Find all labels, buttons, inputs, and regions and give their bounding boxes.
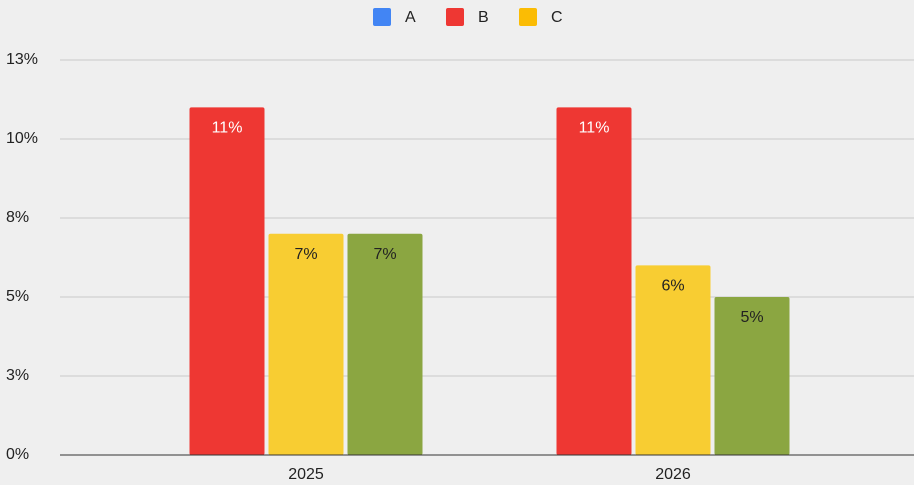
data-label: 11% <box>212 120 243 137</box>
data-label: 11% <box>579 120 610 137</box>
legend-swatch <box>373 8 391 26</box>
bar <box>556 107 632 456</box>
data-label: 5% <box>740 309 763 326</box>
data-label: 7% <box>373 246 396 263</box>
data-label: 7% <box>294 246 317 263</box>
data-label: 6% <box>661 278 684 295</box>
legend-swatch <box>446 8 464 26</box>
y-tick-label: 3% <box>6 367 29 384</box>
x-tick-label: 2026 <box>655 466 691 483</box>
bar <box>268 233 344 455</box>
bar <box>347 233 423 455</box>
bar <box>189 107 265 456</box>
legend-label: C <box>551 9 563 26</box>
y-tick-label: 0% <box>6 446 29 463</box>
y-tick-label: 13% <box>6 51 38 68</box>
bar <box>635 265 711 455</box>
y-tick-label: 8% <box>6 209 29 226</box>
bar <box>714 297 790 455</box>
y-tick-label: 5% <box>6 288 29 305</box>
legend-label: A <box>405 9 416 26</box>
x-tick-label: 2025 <box>288 466 324 483</box>
legend-label: B <box>478 9 489 26</box>
y-tick-label: 10% <box>6 130 38 147</box>
legend-swatch <box>519 8 537 26</box>
